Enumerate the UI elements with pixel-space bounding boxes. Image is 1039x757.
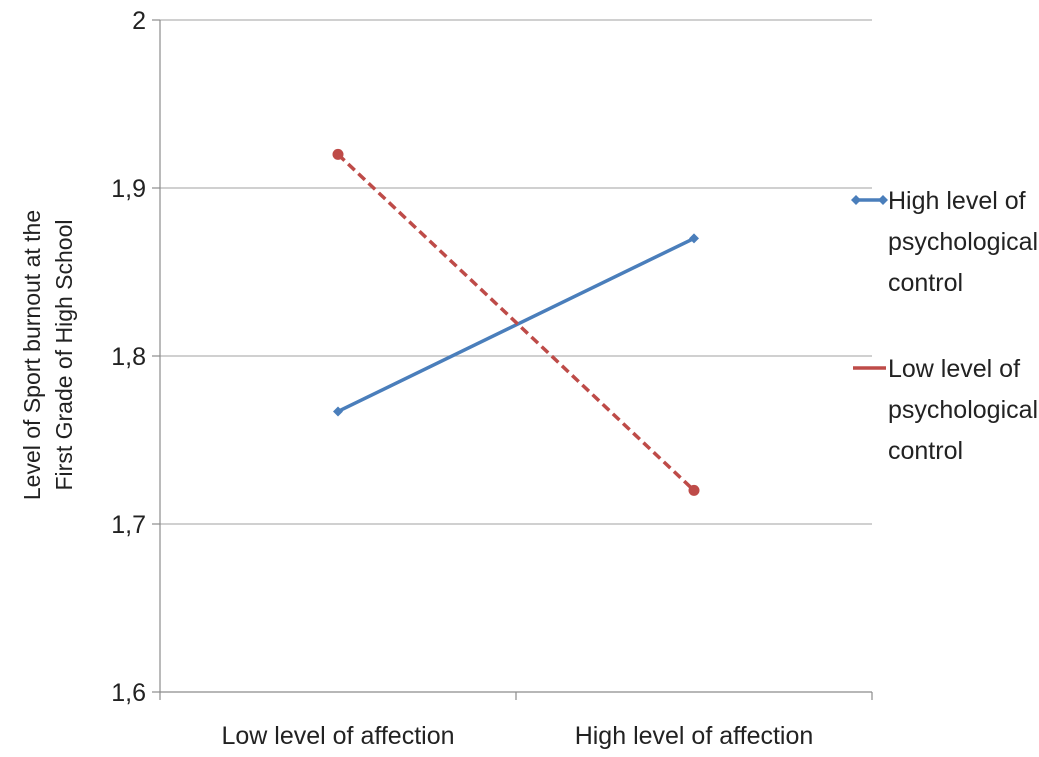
legend-entry-2: Low level of psychological control xyxy=(853,355,1038,465)
legend-label-line: control xyxy=(888,437,963,465)
series-2 xyxy=(332,148,700,496)
axes xyxy=(152,19,873,700)
y-tick-label: 1,9 xyxy=(111,175,146,203)
series-marker xyxy=(688,484,700,496)
series-marker xyxy=(333,406,343,417)
series-marker xyxy=(878,195,888,205)
series-line xyxy=(336,153,696,492)
y-axis-label-line-1: Level of Sport burnout at the xyxy=(19,210,45,500)
legend-label-line: High level of xyxy=(888,187,1026,215)
x-tick-labels: Low level of affection High level of affe… xyxy=(221,722,813,750)
x-tick-label: Low level of affection xyxy=(221,722,454,750)
series-marker xyxy=(689,233,699,244)
y-axis-label-line-2: First Grade of High School xyxy=(51,219,77,490)
legend-label-line: Low level of xyxy=(888,355,1020,383)
series-marker xyxy=(332,148,344,160)
series-line xyxy=(337,236,695,414)
legend-entry-1: High level of psychological control xyxy=(851,187,1038,297)
y-tick-label: 1,8 xyxy=(111,343,146,371)
y-tick-label: 2 xyxy=(132,7,146,35)
y-tick-label: 1,7 xyxy=(111,511,146,539)
y-tick-label: 1,6 xyxy=(111,679,146,707)
legend-label-line: psychological xyxy=(888,396,1038,424)
x-tick-label: High level of affection xyxy=(575,722,814,750)
legend-label-line: psychological xyxy=(888,228,1038,256)
y-tick-labels: 1,6 1,7 1,8 1,9 2 xyxy=(111,7,146,707)
series-marker xyxy=(851,195,861,205)
gridlines xyxy=(160,19,872,525)
y-axis-label: Level of Sport burnout at the First Grad… xyxy=(19,210,77,500)
series-lines xyxy=(332,148,700,496)
series-1 xyxy=(333,233,699,417)
legend-label-line: control xyxy=(888,269,963,297)
